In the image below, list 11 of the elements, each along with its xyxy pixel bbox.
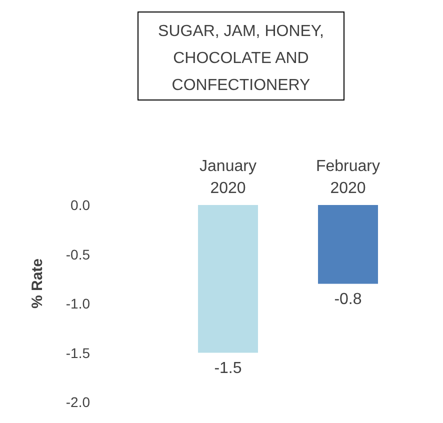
data-label: -0.8 — [334, 290, 362, 308]
y-tick-label: -2.0 — [66, 394, 90, 410]
x-tick-label: February 2020 — [316, 158, 380, 197]
y-tick-label: -1.0 — [66, 296, 90, 312]
chart-title: SUGAR, JAM, HONEY, CHOCOLATE AND CONFECTIONERY — [158, 23, 324, 94]
data-label: -1.5 — [214, 360, 242, 377]
y-tick-label: -1.5 — [66, 344, 90, 361]
y-tick-label: -0.5 — [66, 246, 90, 262]
y-tick-label: 0.0 — [70, 197, 90, 213]
y-axis-title: % Rate — [29, 258, 46, 309]
x-tick-label: January 2020 — [200, 158, 256, 197]
